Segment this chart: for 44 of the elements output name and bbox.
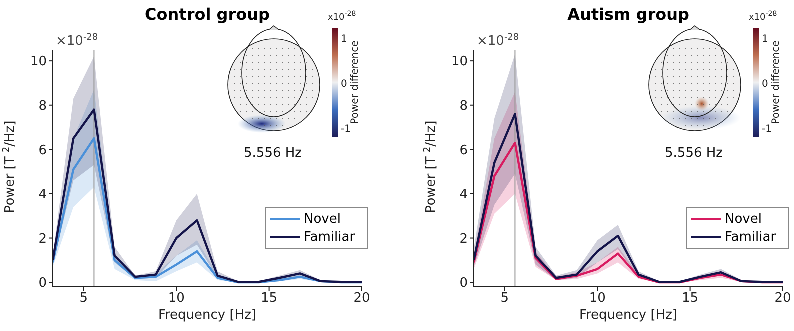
y-tick-label: 10 bbox=[30, 54, 47, 70]
x-tick-label: 15 bbox=[261, 291, 278, 306]
y-tick-label: 0 bbox=[460, 276, 468, 292]
legend-label: Familiar bbox=[303, 228, 356, 246]
x-axis-title: Frequency [Hz] bbox=[579, 308, 678, 323]
y-tick-label: 6 bbox=[460, 143, 468, 158]
text: x10$^{-28}$ bbox=[328, 10, 356, 23]
line-series bbox=[53, 138, 362, 284]
text: ×10$^{-28}$ bbox=[56, 33, 98, 49]
y-tick-label: 8 bbox=[38, 98, 47, 114]
color-bar-title: Power difference bbox=[771, 40, 782, 124]
x-tick-label: 10 bbox=[168, 291, 185, 306]
text: 1 bbox=[762, 34, 768, 45]
chart-title: Autism group bbox=[568, 5, 690, 24]
text: 1 bbox=[341, 34, 348, 45]
x-tick-label: 10 bbox=[589, 291, 606, 306]
x-tick-label: 20 bbox=[774, 291, 792, 306]
x-tick-label: 5 bbox=[80, 291, 88, 306]
legend-label: Familiar bbox=[724, 228, 778, 246]
legend-label: Novel bbox=[724, 210, 763, 228]
y-tick-label: 10 bbox=[451, 54, 468, 70]
y-tick-label: 6 bbox=[38, 143, 47, 158]
annotation: 0 bbox=[762, 79, 768, 90]
x-tick-label: 5 bbox=[500, 291, 510, 306]
text: x10$^{-28}$ bbox=[749, 10, 778, 23]
y-tick-label: 4 bbox=[460, 188, 468, 203]
annotation: -1 bbox=[762, 124, 772, 135]
y-tick-label: 2 bbox=[460, 232, 468, 247]
annotation: 0 bbox=[341, 79, 348, 90]
annotation: 5.556 Hz bbox=[665, 146, 724, 161]
x-tick-label: 20 bbox=[354, 291, 370, 306]
y-tick-label: 8 bbox=[460, 98, 468, 114]
annotation: -1 bbox=[341, 124, 351, 135]
color-bar-title: Power difference bbox=[350, 40, 361, 124]
y-tick-label: 2 bbox=[38, 232, 47, 247]
annotation: 5.556 Hz bbox=[244, 146, 302, 161]
x-tick-label: 15 bbox=[682, 291, 699, 306]
line-series bbox=[474, 142, 783, 284]
text: ×10$^{-28}$ bbox=[477, 33, 520, 49]
legend-label: Novel bbox=[303, 210, 342, 228]
chart-title: Control group bbox=[145, 5, 270, 24]
x-axis-title: Frequency [Hz] bbox=[158, 308, 257, 323]
y-tick-label: 4 bbox=[38, 188, 47, 203]
y-tick-label: 0 bbox=[38, 276, 47, 292]
